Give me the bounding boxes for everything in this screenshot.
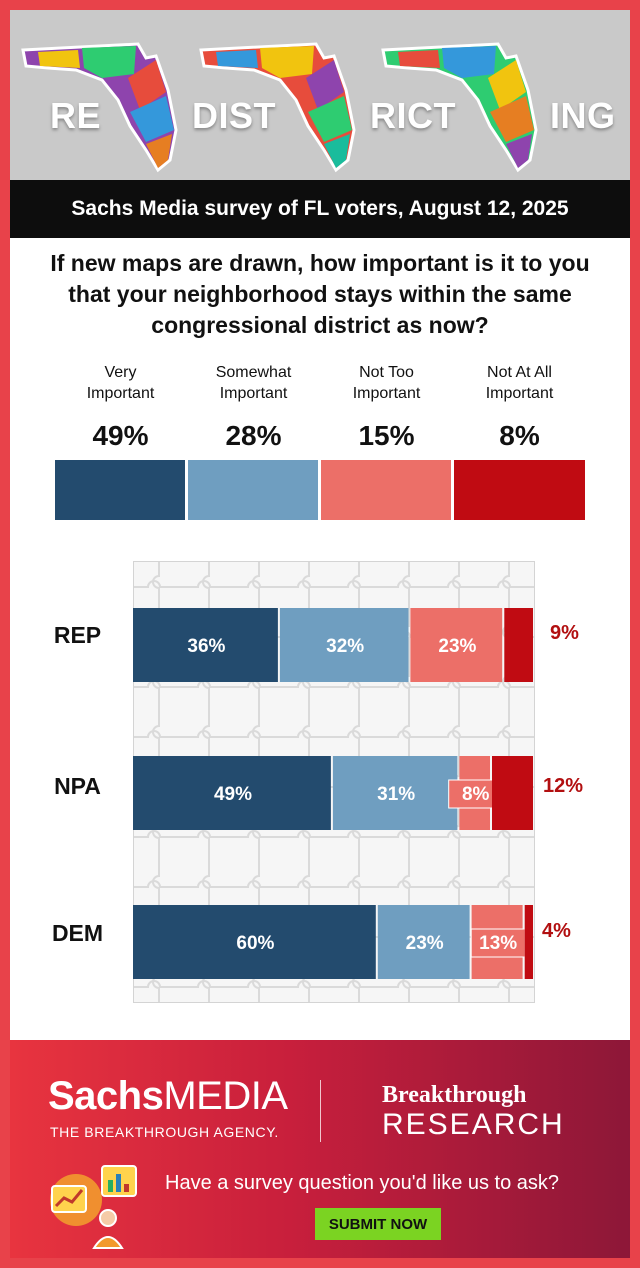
end-label-dem: 4%	[542, 920, 571, 942]
overall-pct-very: 49%	[92, 420, 149, 451]
bar-label-dem-very: 60%	[236, 933, 274, 954]
bar-label-rep-somewhat: 32%	[326, 636, 364, 657]
legend-swatch-not-too	[321, 460, 451, 520]
cta-text: Have a survey question you'd like us to …	[165, 1172, 560, 1194]
bar-label-rep-not-too: 23%	[438, 636, 476, 657]
category-label-line2: Important	[485, 385, 554, 402]
logo-sachs-text: Sachs	[48, 1074, 164, 1118]
party-label-dem: DEM	[51, 920, 104, 946]
bar-rep-not-at-all	[504, 608, 533, 682]
bar-npa-not-at-all	[492, 756, 533, 830]
footer: SachsMEDIA THE BREAKTHROUGH AGENCY. Brea…	[10, 1040, 630, 1258]
overall-pct-not-too: 15%	[358, 420, 415, 451]
legend-swatch-somewhat	[188, 460, 318, 520]
banner-word-3: RICT	[370, 95, 456, 136]
bar-label-dem-not-too: 13%	[479, 933, 517, 954]
bar-npa-somewhat	[332, 756, 458, 830]
bar-label-rep-very: 36%	[187, 636, 225, 657]
party-label-rep: REP	[53, 622, 102, 648]
category-label-not-at-all: Not At All Important	[454, 362, 585, 404]
category-label-not-too: Not Too Important	[321, 362, 452, 404]
logo-media-text: MEDIA	[163, 1074, 288, 1118]
breakthrough-logo-line2: RESEARCH	[382, 1108, 565, 1141]
bar-dem-very	[133, 905, 376, 979]
end-label-npa: 12%	[543, 775, 584, 797]
end-label-rep: 9%	[550, 622, 579, 644]
bar-npa-very	[133, 756, 331, 830]
survey-subtitle: Sachs Media survey of FL voters, August …	[10, 180, 630, 238]
banner-word-4: ING	[550, 95, 616, 136]
bar-label-npa-very: 49%	[214, 784, 252, 805]
bar-rep-somewhat	[279, 608, 409, 682]
breakthrough-logo-line1: Breakthrough	[382, 1082, 527, 1108]
florida-puzzle-icon	[199, 42, 356, 173]
survey-question: If new maps are drawn, how important is …	[50, 250, 590, 338]
party-label-npa: NPA	[54, 773, 101, 799]
label-box-dem-not-too	[470, 928, 526, 958]
category-label-line1: Very	[104, 364, 137, 381]
category-label-line1: Somewhat	[215, 364, 292, 381]
sachs-media-logo: SachsMEDIA	[48, 1074, 288, 1119]
category-label-line2: Important	[86, 385, 155, 402]
bar-dem-somewhat	[377, 905, 470, 979]
stacked-bar-chart: 36% 32% 23% 49% 31% 8% 60% 23% 13%	[133, 608, 533, 979]
logo-tagline: THE BREAKTHROUGH AGENCY.	[50, 1124, 279, 1140]
banner-word-2: DIST	[192, 95, 277, 136]
survey-illustration-icon	[50, 1165, 137, 1249]
bar-label-npa-not-too: 8%	[462, 784, 490, 805]
logo-divider	[320, 1080, 321, 1142]
bar-rep-not-too	[410, 608, 503, 682]
overall-pct-somewhat: 28%	[225, 420, 282, 451]
overall-pct-not-at-all: 8%	[499, 420, 540, 451]
redistricting-banner: RE DIST RICT ING	[10, 10, 630, 180]
category-label-line2: Important	[352, 385, 421, 402]
category-label-line1: Not At All	[487, 364, 552, 381]
florida-puzzle-icon	[21, 42, 178, 173]
category-label-line1: Not Too	[359, 364, 414, 381]
florida-puzzle-icon	[381, 42, 538, 173]
category-label-somewhat: Somewhat Important	[188, 362, 319, 404]
bar-label-dem-somewhat: 23%	[406, 933, 444, 954]
bar-rep-very	[133, 608, 278, 682]
bar-dem-not-at-all	[524, 905, 533, 979]
legend-swatch-not-at-all	[454, 460, 585, 520]
submit-now-button[interactable]: SUBMIT NOW	[315, 1208, 441, 1240]
category-label-line2: Important	[219, 385, 288, 402]
category-label-very: Very Important	[55, 362, 186, 404]
banner-word-1: RE	[50, 95, 102, 136]
legend-swatch-very	[55, 460, 185, 520]
bar-label-npa-somewhat: 31%	[377, 784, 415, 805]
overall-legend-bar	[55, 460, 585, 520]
